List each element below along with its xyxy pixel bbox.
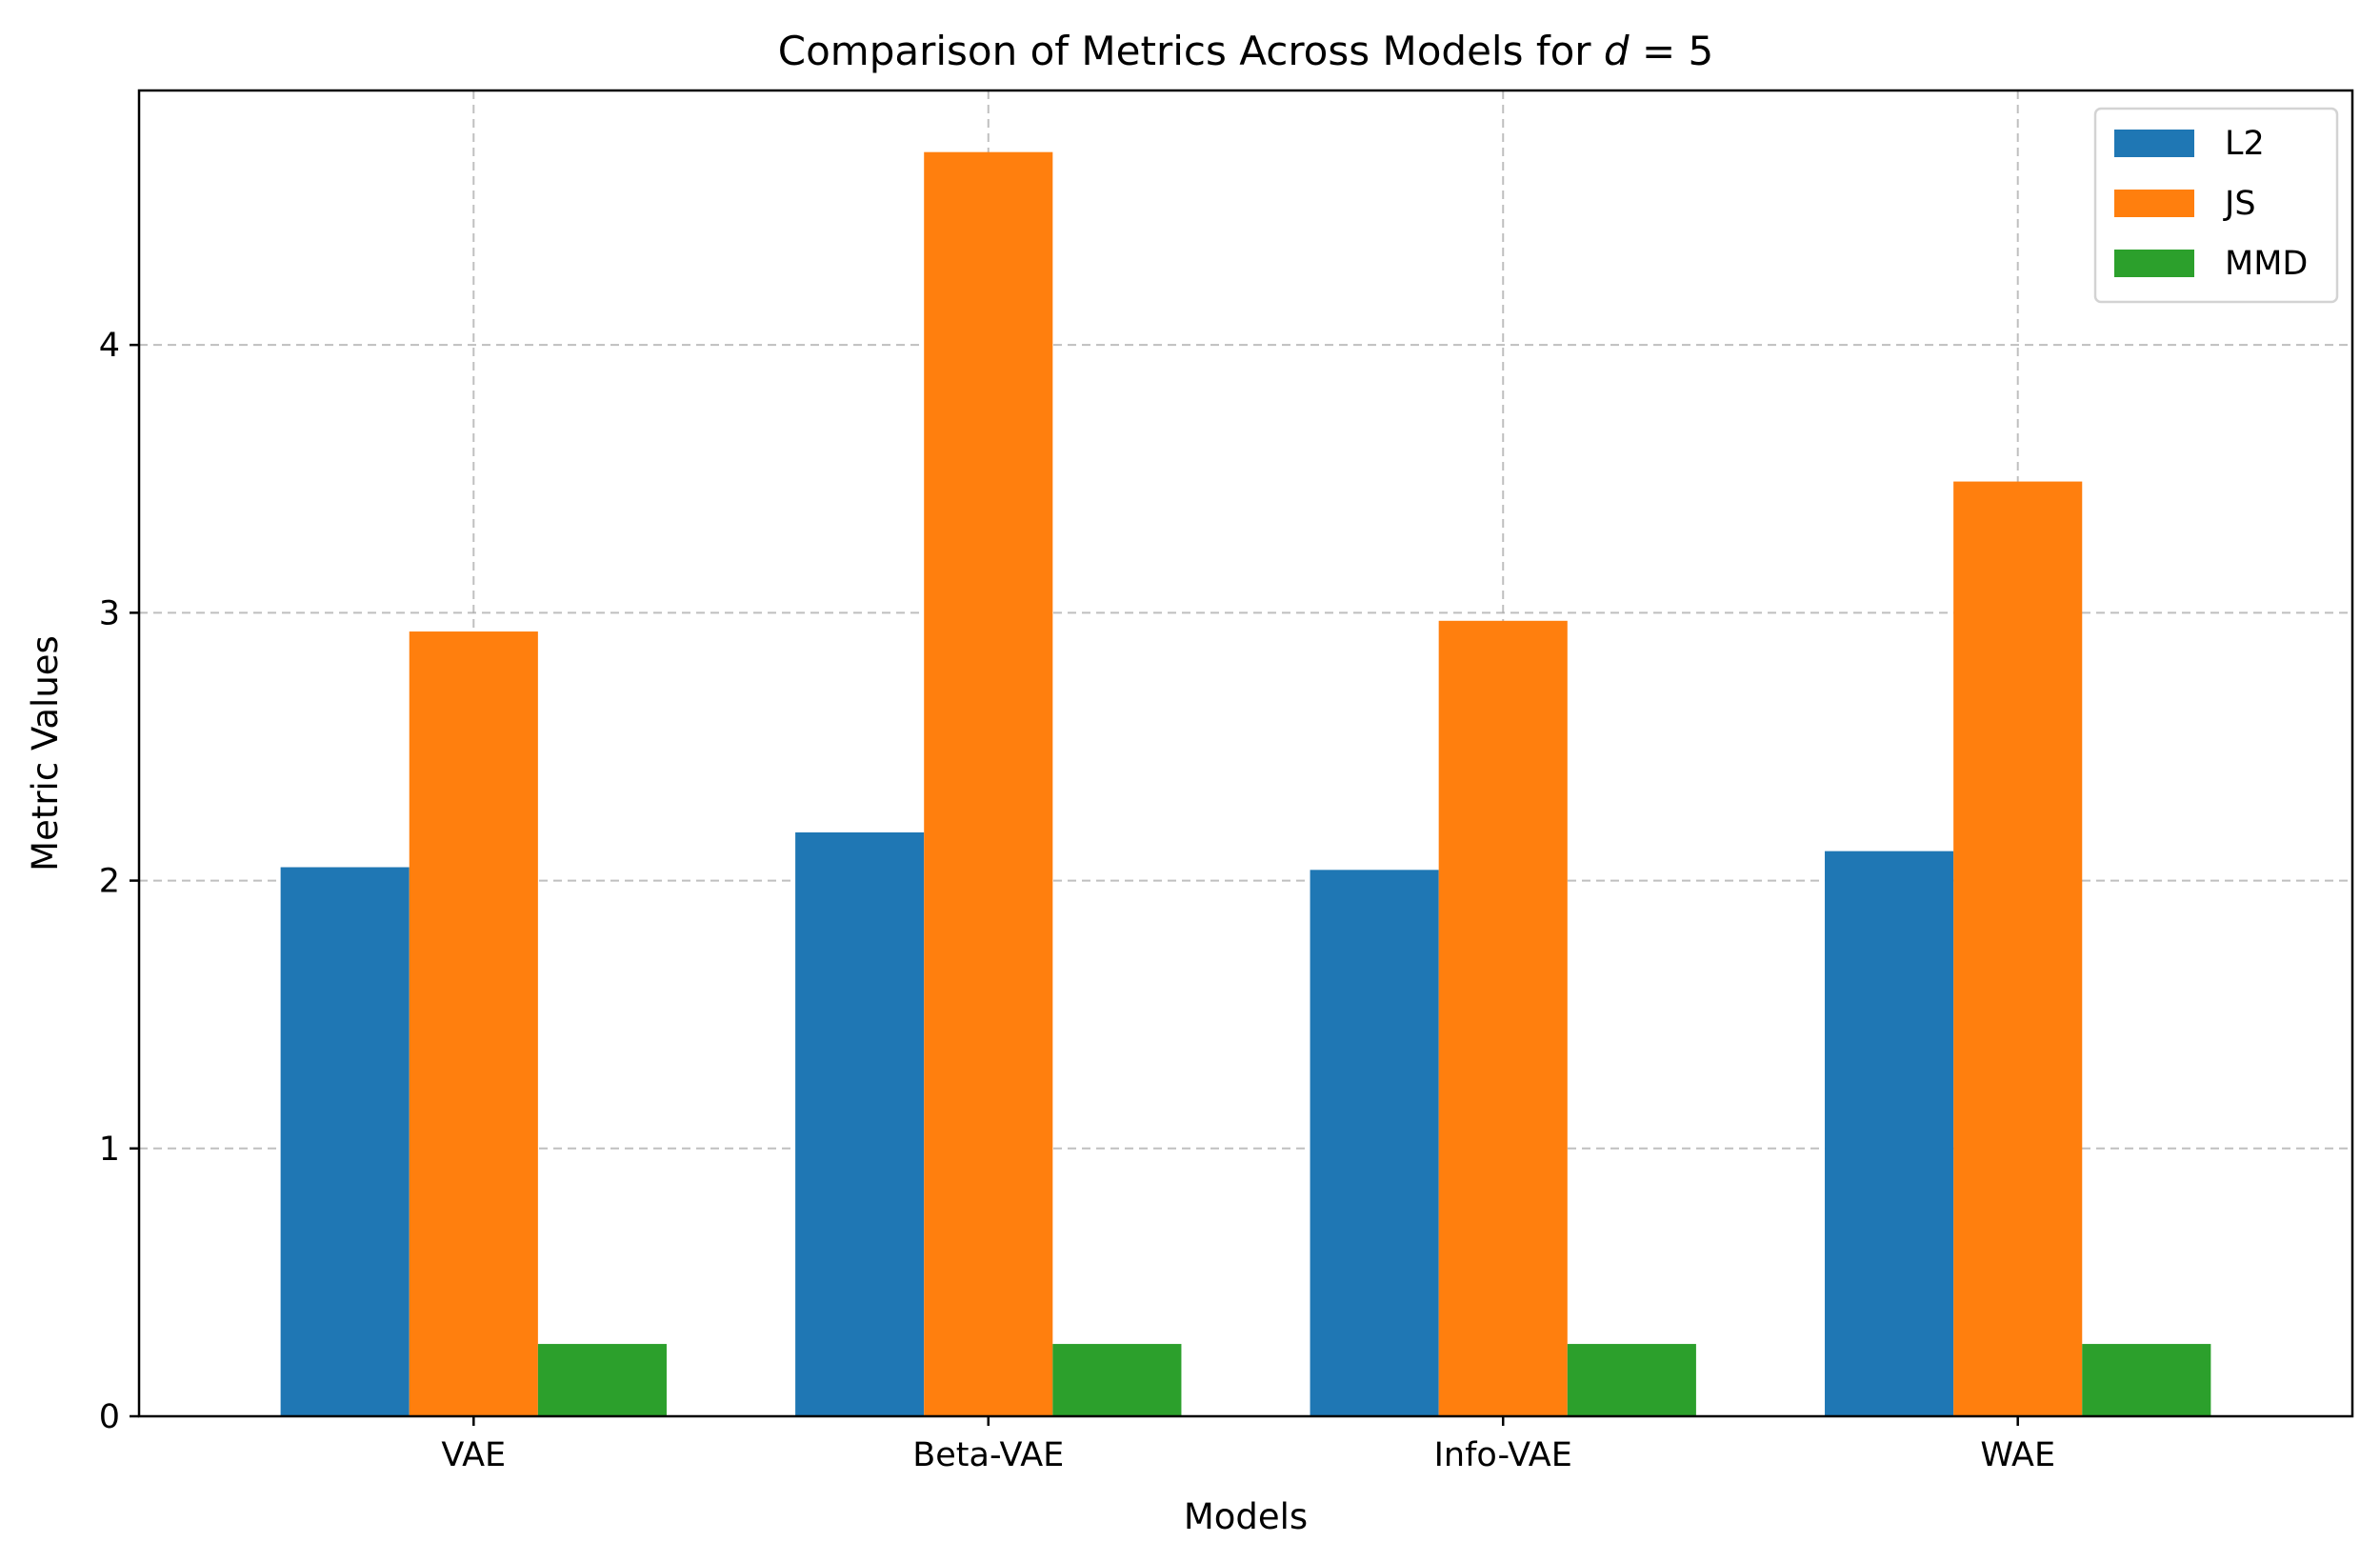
x-tick-label: WAE xyxy=(1980,1436,2055,1474)
legend-label-js: JS xyxy=(2223,185,2256,223)
legend-swatch-mmd xyxy=(2114,250,2194,277)
legend-label-mmd: MMD xyxy=(2225,245,2308,283)
bars-layer xyxy=(280,151,2211,1416)
plot-frame xyxy=(137,89,2354,1418)
bar-mmd-info-vae xyxy=(1567,1344,1696,1416)
ticks-layer: 0 1 2 3 4 VAE Beta-VAE Info-VAE WAE xyxy=(99,327,2055,1474)
bar-l2-wae xyxy=(1825,851,1954,1416)
y-axis-label: Metric Values xyxy=(25,635,66,871)
bar-js-info-vae xyxy=(1438,620,1568,1416)
bar-l2-info-vae xyxy=(1310,870,1439,1416)
bar-l2-vae xyxy=(280,867,410,1416)
y-tick-label: 2 xyxy=(99,863,120,901)
bar-js-wae xyxy=(1953,481,2083,1416)
bar-js-vae xyxy=(409,631,538,1416)
bar-l2-beta-vae xyxy=(795,831,925,1416)
bar-mmd-vae xyxy=(537,1344,667,1416)
legend-swatch-js xyxy=(2114,190,2194,217)
chart-title: Comparison of Metrics Across Models for … xyxy=(778,28,1713,74)
legend-swatch-l2 xyxy=(2114,130,2194,157)
legend-items: L2 JS MMD xyxy=(2114,125,2308,283)
chart-title-prefix: Comparison of Metrics Across Models for xyxy=(778,28,1604,74)
legend: L2 JS MMD xyxy=(2093,107,2339,304)
y-tick-label: 3 xyxy=(99,594,120,632)
x-axis-label: Models xyxy=(1184,1496,1308,1537)
x-tick-label: Info-VAE xyxy=(1434,1436,1572,1474)
bar-mmd-beta-vae xyxy=(1052,1344,1182,1416)
bar-js-beta-vae xyxy=(924,151,1053,1416)
y-tick-label: 1 xyxy=(99,1131,120,1169)
y-tick-label: 4 xyxy=(99,327,120,365)
legend-label-l2: L2 xyxy=(2225,125,2265,163)
chart-title-var: d xyxy=(1604,28,1630,74)
chart-title-eq: = 5 xyxy=(1630,28,1714,74)
x-tick-label: Beta-VAE xyxy=(912,1436,1064,1474)
x-tick-label: VAE xyxy=(441,1436,506,1474)
bar-mmd-wae xyxy=(2082,1344,2211,1416)
y-tick-label: 0 xyxy=(99,1398,120,1436)
